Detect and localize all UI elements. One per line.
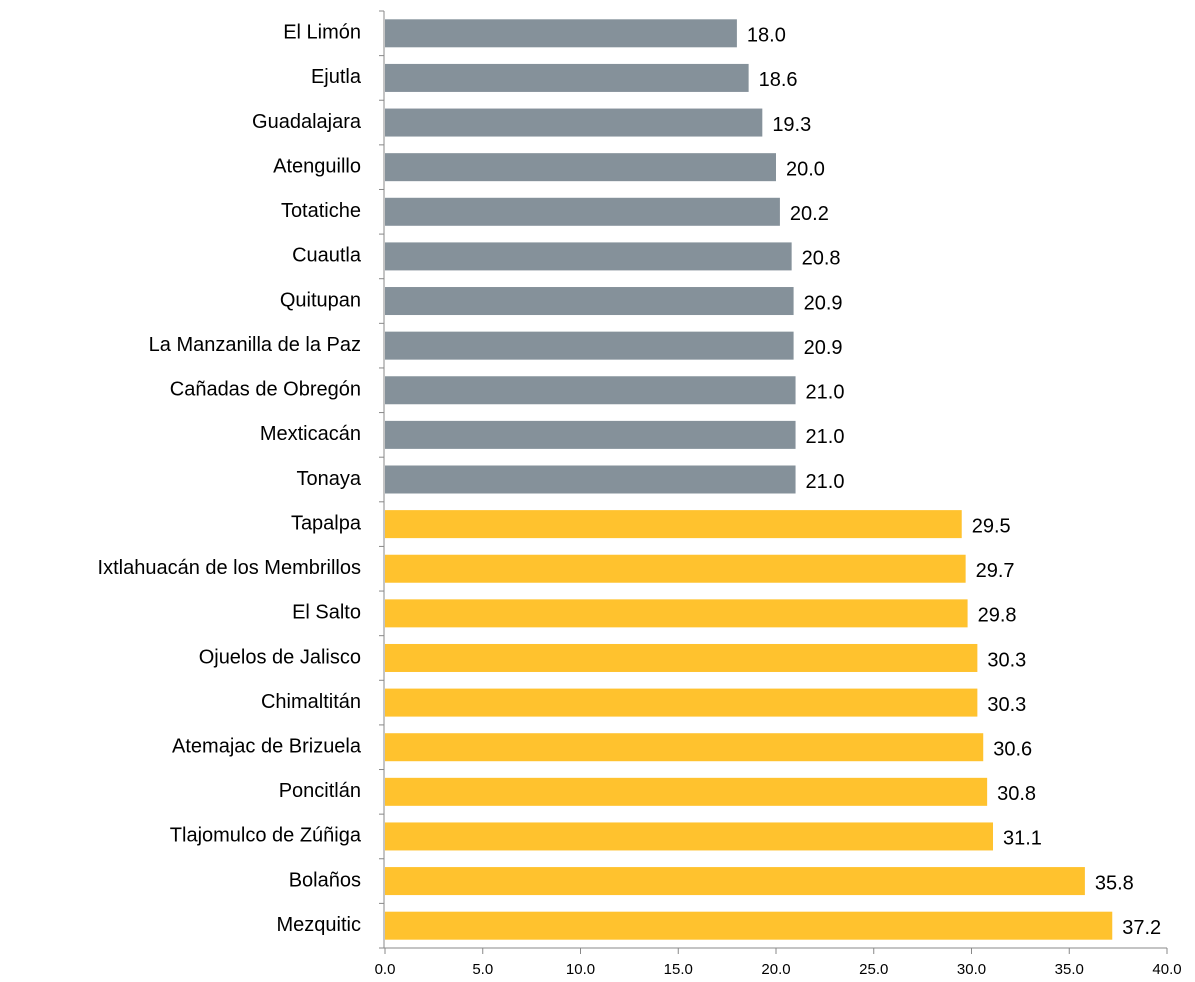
value-label: 18.0 bbox=[747, 25, 786, 47]
bar bbox=[385, 376, 796, 405]
bar bbox=[385, 465, 796, 494]
value-label: 37.2 bbox=[1122, 917, 1161, 939]
bar bbox=[385, 287, 794, 316]
y-tick-label: Totatiche bbox=[281, 200, 361, 222]
bar bbox=[385, 510, 962, 539]
y-tick-label: Poncitlán bbox=[279, 780, 361, 802]
x-tick-label: 25.0 bbox=[859, 961, 888, 978]
y-tick-label: La Manzanilla de la Paz bbox=[149, 334, 361, 356]
y-tick-label: Ojuelos de Jalisco bbox=[199, 646, 361, 668]
y-tick-label: Quitupan bbox=[280, 289, 361, 311]
value-label: 20.0 bbox=[786, 158, 825, 180]
value-label: 30.3 bbox=[987, 649, 1026, 671]
value-label: 19.3 bbox=[772, 114, 811, 136]
x-tick-label: 15.0 bbox=[664, 961, 693, 978]
bar bbox=[385, 822, 994, 851]
value-label: 21.0 bbox=[806, 471, 845, 493]
value-label: 21.0 bbox=[806, 426, 845, 448]
y-tick-label: Atenguillo bbox=[273, 155, 361, 177]
value-label: 29.7 bbox=[976, 560, 1015, 582]
value-label: 29.8 bbox=[978, 605, 1017, 627]
x-tick-label: 30.0 bbox=[957, 961, 986, 978]
x-tick-label: 35.0 bbox=[1055, 961, 1084, 978]
x-tick-label: 20.0 bbox=[761, 961, 790, 978]
value-label: 20.2 bbox=[790, 203, 829, 225]
y-tick-label: Tapalpa bbox=[291, 512, 362, 534]
bar bbox=[385, 688, 978, 717]
bar bbox=[385, 599, 968, 628]
value-label: 20.9 bbox=[804, 337, 843, 359]
y-tick-label: Ejutla bbox=[311, 66, 362, 88]
y-tick-label: Mezquitic bbox=[277, 914, 361, 936]
bar bbox=[385, 153, 776, 182]
value-label: 20.9 bbox=[804, 292, 843, 314]
bar bbox=[385, 108, 763, 137]
y-tick-label: Tonaya bbox=[297, 468, 362, 490]
value-label: 35.8 bbox=[1095, 872, 1134, 894]
x-tick-label: 5.0 bbox=[472, 961, 493, 978]
value-label: 30.3 bbox=[987, 694, 1026, 716]
y-tick-label: Atemajac de Brizuela bbox=[172, 735, 362, 757]
bar bbox=[385, 643, 978, 672]
bar bbox=[385, 733, 984, 762]
bar bbox=[385, 911, 1113, 940]
x-tick-label: 0.0 bbox=[375, 961, 396, 978]
value-label: 29.5 bbox=[972, 515, 1011, 537]
bar bbox=[385, 777, 988, 806]
value-label: 20.8 bbox=[802, 248, 841, 270]
y-tick-label: Chimaltitán bbox=[261, 691, 361, 713]
bar bbox=[385, 867, 1085, 896]
y-tick-label: El Limón bbox=[283, 22, 361, 44]
y-tick-label: Bolaños bbox=[289, 869, 361, 891]
value-label: 21.0 bbox=[806, 382, 845, 404]
y-tick-label: Mexticacán bbox=[260, 423, 361, 445]
bar bbox=[385, 242, 792, 271]
y-tick-label: Cuautla bbox=[292, 245, 362, 267]
x-tick-label: 10.0 bbox=[566, 961, 595, 978]
y-tick-label: Tlajomulco de Zúñiga bbox=[170, 825, 362, 847]
bar bbox=[385, 554, 966, 583]
y-tick-label: Ixtlahuacán de los Membrillos bbox=[98, 557, 361, 579]
value-label: 30.6 bbox=[993, 738, 1032, 760]
value-label: 31.1 bbox=[1003, 828, 1042, 850]
bar bbox=[385, 331, 794, 360]
y-tick-label: Guadalajara bbox=[252, 111, 362, 133]
value-label: 18.6 bbox=[759, 69, 798, 91]
x-tick-label: 40.0 bbox=[1152, 961, 1181, 978]
bar bbox=[385, 19, 737, 48]
bar bbox=[385, 197, 780, 226]
y-tick-label: El Salto bbox=[292, 602, 361, 624]
y-tick-label: Cañadas de Obregón bbox=[170, 379, 361, 401]
bar bbox=[385, 420, 796, 449]
value-label: 30.8 bbox=[997, 783, 1036, 805]
bar bbox=[385, 63, 749, 92]
